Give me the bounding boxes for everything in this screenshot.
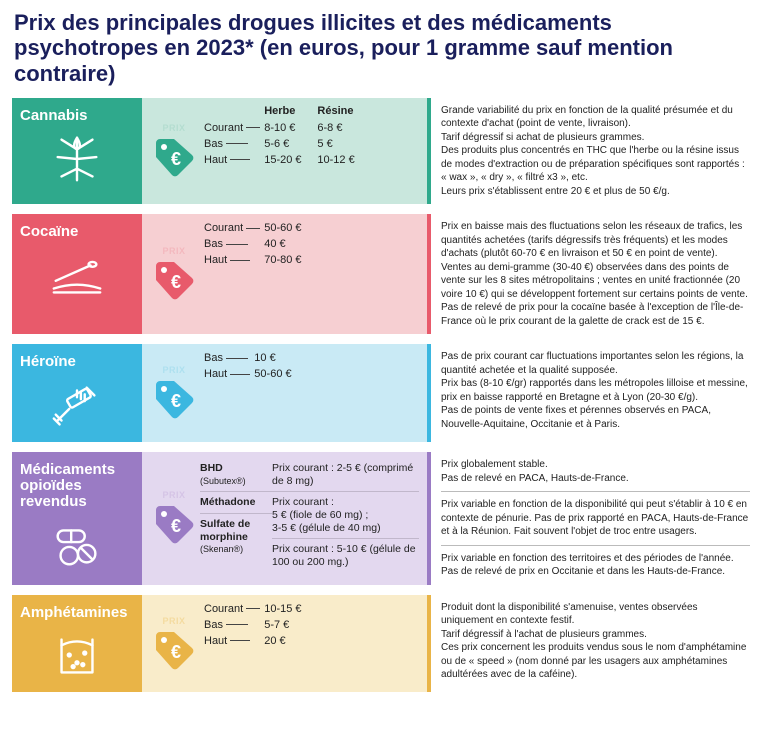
price-tag: PRIX € (148, 490, 200, 546)
description-panel: Prix globalement stable.Pas de relevé en… (427, 452, 756, 585)
drug-row: Cocaïne PRIX € Courant Bas Haut 50-60 €4… (12, 214, 756, 334)
svg-text:€: € (171, 149, 181, 169)
price-label: PRIX (162, 123, 185, 133)
price-tag: PRIX € (148, 104, 200, 199)
med-price: Prix courant :5 € (fiole de 60 mg) ;3-5 … (272, 491, 419, 538)
price-panel: PRIX € BHD(Subutex®)MéthadoneSulfate de … (142, 452, 427, 585)
price-value: 6-8 € (317, 120, 363, 136)
price-value: 10 € (254, 350, 291, 366)
price-value: 10-15 € (264, 601, 301, 617)
price-row-label: Haut (204, 252, 260, 268)
drug-icon (48, 515, 106, 573)
price-value: 5-6 € (264, 136, 305, 152)
drug-row: Amphétamines PRIX € Courant Bas Haut 10-… (12, 595, 756, 693)
page-title: Prix des principales drogues illicites e… (0, 0, 768, 98)
price-row-label: Bas (204, 350, 250, 366)
price-label: PRIX (162, 246, 185, 256)
drug-row: Médicaments opioïdes revendus PRIX € BHD… (12, 452, 756, 585)
price-value: 10-12 € (317, 152, 363, 168)
description-panel: Pas de prix courant car fluctuations imp… (427, 344, 756, 442)
price-tag: PRIX € (148, 350, 200, 436)
price-value: 15-20 € (264, 152, 305, 168)
drug-left-panel: Amphétamines (12, 595, 142, 693)
price-row-label: Courant (204, 601, 260, 617)
drug-left-panel: Cocaïne (12, 214, 142, 334)
price-label: PRIX (162, 490, 185, 500)
price-row-label: Haut (204, 152, 260, 168)
price-label: PRIX (162, 616, 185, 626)
price-row-label: Bas (204, 136, 260, 152)
description-panel: Prix en baisse mais des fluctuations sel… (427, 214, 756, 334)
drug-icon (48, 626, 106, 684)
drug-name: Cocaïne (18, 222, 78, 246)
price-table: Courant Bas Haut 50-60 €40 €70-80 € (200, 220, 419, 328)
med-name: BHD(Subutex®) (200, 458, 272, 491)
drug-name: Amphétamines (18, 603, 128, 627)
price-panel: PRIX € Bas Haut 10 €50-60 € (142, 344, 427, 442)
svg-text:€: € (171, 516, 181, 536)
price-table: Courant Bas Haut Herbe 8-10 €5-6 €15-20 … (200, 104, 419, 199)
svg-text:€: € (171, 642, 181, 662)
med-description: Prix variable en fonction des territoire… (441, 545, 750, 585)
price-row-label: Haut (204, 366, 250, 382)
price-table: Bas Haut 10 €50-60 € (200, 350, 419, 436)
price-value: 50-60 € (254, 366, 291, 382)
price-value: 5 € (317, 136, 363, 152)
price-tag: PRIX € (148, 601, 200, 687)
price-tag: PRIX € (148, 220, 200, 328)
price-row-label: Courant (204, 220, 260, 236)
price-value: 70-80 € (264, 252, 301, 268)
drug-icon (48, 246, 106, 304)
description-panel: Produit dont la disponibilité s'amenuise… (427, 595, 756, 693)
price-row-label: Courant (204, 120, 260, 136)
med-table: BHD(Subutex®)MéthadoneSulfate de morphin… (200, 458, 419, 579)
drug-row: Cannabis PRIX € Courant Bas Haut Herbe 8… (12, 98, 756, 205)
price-value: 5-7 € (264, 617, 301, 633)
drug-left-panel: Héroïne (12, 344, 142, 442)
price-panel: PRIX € Courant Bas Haut 50-60 €40 €70-80… (142, 214, 427, 334)
drug-icon (48, 130, 106, 188)
price-row-label: Haut (204, 633, 260, 649)
drug-left-panel: Médicaments opioïdes revendus (12, 452, 142, 585)
price-row-label: Bas (204, 236, 260, 252)
drug-name: Médicaments opioïdes revendus (18, 460, 136, 515)
price-table: Courant Bas Haut 10-15 €5-7 €20 € (200, 601, 419, 687)
med-description: Prix globalement stable.Pas de relevé en… (441, 452, 750, 491)
price-value: 8-10 € (264, 120, 305, 136)
price-value: 20 € (264, 633, 301, 649)
price-value: 50-60 € (264, 220, 301, 236)
drug-left-panel: Cannabis (12, 98, 142, 205)
price-panel: PRIX € Courant Bas Haut Herbe 8-10 €5-6 … (142, 98, 427, 205)
med-price: Prix courant : 5-10 € (gélule de 100 ou … (272, 538, 419, 572)
price-label: PRIX (162, 365, 185, 375)
med-name: Sulfate de morphine(Skenan®) (200, 513, 272, 560)
drug-row: Héroïne PRIX € Bas Haut 10 €50-60 € Pas … (12, 344, 756, 442)
svg-text:€: € (171, 272, 181, 292)
med-price: Prix courant : 2-5 € (comprimé de 8 mg) (272, 458, 419, 491)
drug-icon (48, 376, 106, 434)
drug-name: Cannabis (18, 106, 88, 130)
med-name: Méthadone (200, 491, 272, 513)
svg-text:€: € (171, 391, 181, 411)
price-value: 40 € (264, 236, 301, 252)
price-panel: PRIX € Courant Bas Haut 10-15 €5-7 €20 € (142, 595, 427, 693)
description-panel: Grande variabilité du prix en fonction d… (427, 98, 756, 205)
med-description: Prix variable en fonction de la disponib… (441, 491, 750, 545)
drug-name: Héroïne (18, 352, 76, 376)
price-row-label: Bas (204, 617, 260, 633)
